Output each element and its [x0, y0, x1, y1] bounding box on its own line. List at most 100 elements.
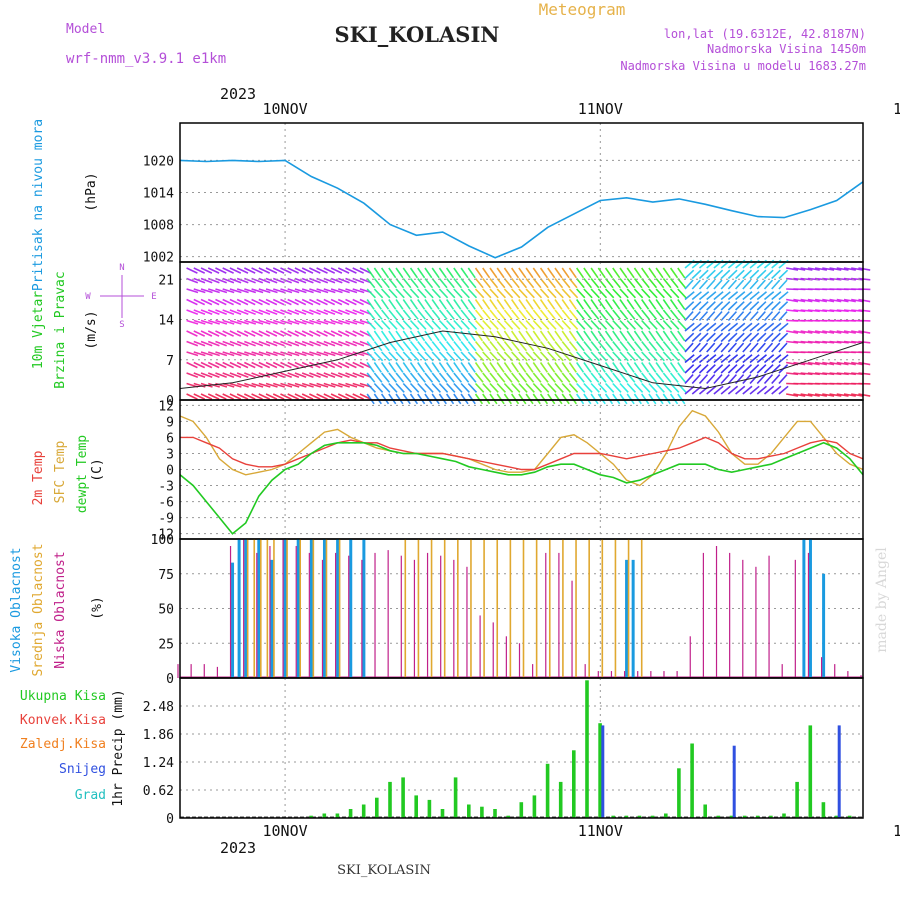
- wind-barb: [763, 332, 774, 343]
- wind-barb: [474, 288, 485, 299]
- wind-barb: [800, 298, 813, 303]
- wind-barb: [330, 372, 343, 379]
- wind-barb: [409, 340, 419, 352]
- wind-barb: [474, 340, 484, 352]
- wind-barb: [366, 362, 375, 373]
- wind-barb: [547, 340, 556, 352]
- tick-label: 3: [166, 447, 174, 462]
- wind-barb: [265, 340, 278, 347]
- wind-barb: [489, 351, 499, 362]
- wind-barb: [669, 372, 679, 383]
- wind-barb: [309, 351, 322, 357]
- wind-barb: [330, 288, 343, 294]
- wind-barb: [554, 340, 564, 352]
- wind-barb: [554, 319, 564, 330]
- wind-barb: [669, 319, 680, 330]
- wind-barb: [251, 309, 264, 316]
- wind-barb: [756, 332, 767, 343]
- wind-barb: [720, 354, 731, 364]
- wind-barb: [424, 299, 433, 310]
- wind-barb: [460, 362, 469, 373]
- wind-barb: [691, 269, 702, 280]
- wind-barb: [207, 298, 220, 306]
- wind-barb: [511, 351, 521, 362]
- wind-barb: [793, 393, 806, 397]
- wind-barb: [648, 393, 657, 405]
- wind-barb: [222, 298, 234, 306]
- wind-barb: [742, 354, 753, 364]
- wind-barb: [778, 332, 789, 343]
- wind-barb: [713, 291, 724, 301]
- wind-barb: [822, 298, 835, 303]
- wind-barb: [503, 393, 512, 405]
- cloud-unit: (%): [90, 596, 105, 619]
- wind-barb: [438, 382, 449, 393]
- wind-barb: [229, 340, 242, 347]
- wind-barb: [337, 393, 350, 400]
- wind-barb: [590, 393, 599, 405]
- wind-barb: [706, 354, 717, 364]
- wind-barb: [742, 332, 753, 343]
- wind-barb: [583, 267, 592, 279]
- precip-total-bar: [440, 809, 445, 818]
- wind-barb: [756, 354, 768, 364]
- wind-barb: [771, 332, 781, 343]
- wind-barb: [265, 372, 278, 379]
- wind-barb: [619, 277, 629, 289]
- wind-barb: [662, 382, 673, 393]
- wind-barb: [518, 288, 528, 299]
- footer-title: SKI_KOLASIN: [337, 863, 431, 878]
- wind-barb: [648, 277, 658, 289]
- wind-barb: [316, 309, 329, 316]
- wind-barb: [222, 309, 235, 316]
- wind-barb: [294, 267, 307, 274]
- wind-barb: [215, 393, 227, 400]
- wind-barb: [800, 393, 813, 397]
- wind-barb: [309, 288, 322, 294]
- wind-barb: [417, 267, 426, 279]
- precip-total-bar: [742, 815, 747, 818]
- wind-barb: [460, 309, 470, 320]
- wind-barb: [597, 372, 607, 383]
- cloud-label-1: Visoka Oblacnost: [9, 547, 24, 672]
- wind-barb: [272, 361, 285, 369]
- wind-barb: [273, 319, 285, 325]
- wind-barb: [446, 382, 456, 393]
- wind-barb: [208, 319, 220, 325]
- wind-barb: [662, 351, 673, 362]
- watermark: made by Angel: [874, 547, 890, 653]
- precip-total-bar: [322, 813, 327, 818]
- wind-barb: [482, 393, 491, 405]
- wind-barb: [388, 277, 398, 289]
- wind-barb: [568, 382, 579, 393]
- wind-barb: [691, 291, 702, 301]
- wind-barb: [547, 393, 556, 405]
- wind-barb: [215, 288, 228, 294]
- wind-barb: [200, 277, 213, 284]
- wind-barb: [597, 330, 606, 342]
- wind-barb: [359, 393, 372, 400]
- wind-barb: [366, 277, 376, 289]
- wind-barb: [547, 351, 557, 362]
- wind-barb: [706, 322, 717, 332]
- wind-barb: [583, 372, 593, 383]
- wind-barb: [208, 288, 220, 294]
- wind-barb: [186, 319, 199, 325]
- wind-barb: [619, 330, 628, 342]
- wind-barb: [554, 309, 564, 320]
- wind-barb: [669, 288, 680, 299]
- wind-barb: [677, 362, 686, 373]
- wind-barb: [431, 277, 441, 289]
- precip-total-bar: [808, 725, 813, 818]
- wind-barb: [662, 330, 671, 342]
- wind-barb: [843, 298, 856, 303]
- wind-barb: [467, 340, 477, 352]
- precip-total-bar: [532, 795, 537, 818]
- wind-barb: [395, 319, 405, 330]
- wind-barb: [496, 319, 506, 330]
- wind-barb: [438, 351, 449, 362]
- wind-barb: [373, 382, 384, 393]
- wind-barb: [763, 354, 775, 364]
- wind-barb: [236, 267, 249, 274]
- tick-label: 1.24: [143, 756, 174, 771]
